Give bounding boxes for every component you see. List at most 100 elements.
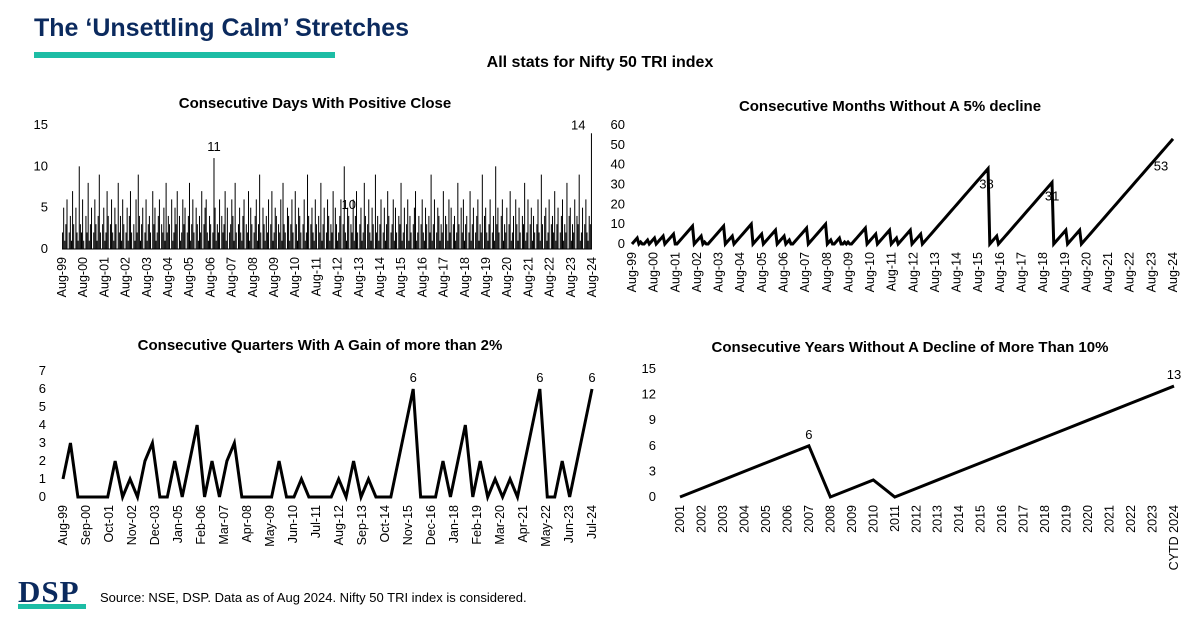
- x-tick-label: 2007: [802, 505, 816, 533]
- bar: [384, 240, 386, 249]
- bar: [204, 207, 206, 249]
- bar: [538, 232, 540, 249]
- x-tick-label: Apr-08: [240, 505, 254, 543]
- bar: [529, 224, 531, 249]
- bar: [307, 174, 309, 249]
- x-tick-label: 2011: [888, 505, 902, 532]
- bar: [280, 199, 282, 249]
- bar: [150, 232, 152, 249]
- bar: [158, 199, 160, 249]
- bar: [502, 240, 504, 249]
- bar: [492, 215, 494, 249]
- bar: [521, 215, 523, 249]
- bar: [412, 224, 414, 249]
- x-tick-label: Aug-06: [203, 257, 217, 297]
- bar: [127, 240, 129, 249]
- bar: [315, 224, 317, 249]
- bar: [205, 199, 207, 249]
- bar: [72, 191, 74, 249]
- bar: [545, 207, 547, 249]
- y-tick-label: 50: [611, 137, 625, 152]
- x-tick-label: Jan-18: [447, 505, 461, 543]
- bar: [122, 199, 124, 249]
- bar: [172, 240, 174, 249]
- y-tick-label: 0: [41, 241, 48, 256]
- bar: [568, 215, 570, 249]
- y-tick-label: 30: [611, 177, 625, 192]
- bar: [334, 207, 336, 249]
- bar: [111, 199, 113, 249]
- data-label: 14: [571, 117, 585, 132]
- x-tick-label: 2002: [694, 505, 708, 533]
- bar: [511, 232, 513, 249]
- bar: [137, 174, 139, 249]
- bar: [350, 224, 352, 249]
- bar: [410, 232, 412, 249]
- bar: [219, 199, 221, 249]
- bar: [407, 199, 409, 249]
- bar: [519, 232, 521, 249]
- bar: [214, 207, 216, 249]
- bar: [579, 240, 581, 249]
- x-tick-label: 2020: [1081, 505, 1095, 533]
- bar: [234, 182, 236, 249]
- bar: [447, 240, 449, 249]
- bar: [119, 215, 121, 249]
- x-tick-label: Aug-24: [585, 257, 599, 297]
- y-tick-label: 6: [649, 438, 656, 453]
- bar: [282, 182, 284, 249]
- bar: [82, 199, 84, 249]
- bar: [278, 224, 280, 249]
- bar: [504, 224, 506, 249]
- chart-consecutive-months: Consecutive Months Without A 5% decline 0…: [611, 98, 1180, 292]
- bar: [488, 224, 490, 249]
- bar: [468, 232, 470, 249]
- bar: [420, 224, 422, 249]
- bar: [273, 232, 275, 249]
- bar: [570, 240, 572, 249]
- bar: [518, 207, 520, 249]
- bar: [188, 182, 190, 249]
- bar: [513, 215, 515, 249]
- bar: [144, 232, 146, 249]
- bar: [223, 224, 225, 249]
- bar: [339, 215, 341, 249]
- bar: [138, 215, 140, 249]
- bar: [565, 232, 567, 249]
- bar: [167, 215, 169, 249]
- bar: [455, 240, 457, 249]
- bar: [554, 191, 556, 249]
- bar: [323, 207, 325, 249]
- bar: [255, 199, 257, 249]
- x-tick-label: Aug-24: [1166, 252, 1180, 292]
- bar: [440, 224, 442, 249]
- bar: [403, 207, 405, 249]
- bar: [546, 240, 548, 249]
- bar: [289, 240, 291, 249]
- bar: [296, 240, 298, 249]
- data-label: 6: [805, 427, 812, 442]
- x-tick-label: Jul-11: [309, 505, 323, 538]
- bar: [298, 207, 300, 249]
- y-tick-label: 4: [39, 417, 46, 432]
- bar: [259, 174, 261, 249]
- bar: [445, 215, 447, 249]
- chart-title: Consecutive Months Without A 5% decline: [739, 98, 1041, 115]
- bar: [284, 232, 286, 249]
- bar: [431, 240, 433, 249]
- bar: [343, 166, 345, 249]
- bar: [353, 240, 355, 249]
- bar: [96, 240, 98, 249]
- bar: [372, 224, 374, 249]
- x-tick-label: 2016: [995, 505, 1009, 533]
- x-tick-label: Feb-06: [194, 505, 208, 545]
- bar: [523, 224, 525, 249]
- bar: [206, 232, 208, 249]
- bar: [494, 240, 496, 249]
- bar: [182, 199, 184, 249]
- x-tick-label: Aug-02: [690, 252, 704, 292]
- x-tick-label: 2018: [1038, 505, 1052, 533]
- bar: [225, 240, 227, 249]
- bar: [268, 199, 270, 249]
- bar: [475, 232, 477, 249]
